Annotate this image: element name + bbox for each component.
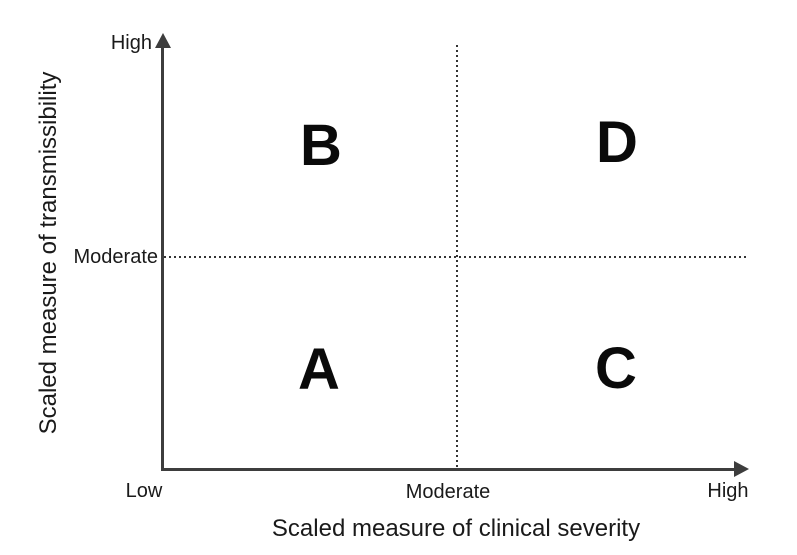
vertical-divider-dotted-line — [456, 45, 458, 468]
y-tick-high: High — [110, 32, 152, 54]
x-axis-line — [161, 468, 741, 471]
quadrant-label-a: A — [298, 337, 340, 402]
horizontal-divider-dotted-line — [164, 256, 746, 258]
quadrant-label-d: D — [596, 110, 638, 175]
y-axis-title: Scaled measure of transmissibility — [35, 71, 62, 435]
x-axis-title: Scaled measure of clinical severity — [271, 515, 641, 542]
x-tick-low: Low — [125, 480, 163, 502]
x-axis-arrowhead-icon — [734, 461, 749, 477]
x-tick-high: High — [707, 480, 749, 502]
quadrant-label-b: B — [300, 113, 342, 178]
x-tick-moderate: Moderate — [405, 481, 491, 503]
y-axis-arrowhead-icon — [155, 33, 171, 48]
y-axis-line — [161, 44, 164, 471]
quadrant-label-c: C — [595, 336, 637, 401]
y-tick-moderate: Moderate — [73, 246, 159, 268]
